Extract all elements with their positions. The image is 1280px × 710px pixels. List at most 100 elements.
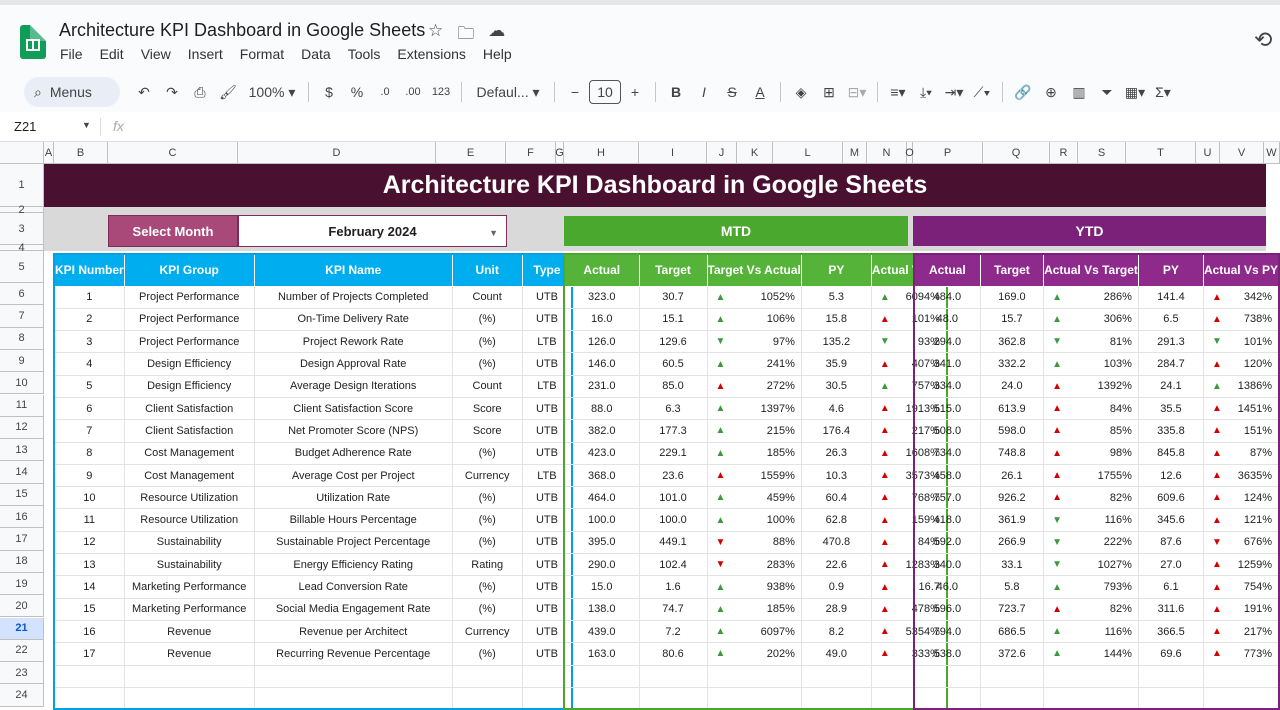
ytd-py-cell[interactable]: 311.6 [1137, 597, 1204, 621]
empty-cell[interactable] [451, 686, 523, 710]
kpi-number-cell[interactable]: 1 [53, 285, 125, 309]
ytd-target-cell[interactable]: 361.9 [979, 508, 1045, 532]
mtd-target-cell[interactable]: 177.3 [638, 419, 708, 443]
kpi-unit-cell[interactable]: Score [451, 419, 523, 443]
strikethrough-icon[interactable]: S [727, 84, 737, 100]
menu-data[interactable]: Data [301, 46, 331, 62]
kpi-type-cell[interactable]: UTB [521, 396, 573, 421]
column-header[interactable]: O [905, 142, 914, 164]
empty-cell[interactable] [451, 664, 523, 688]
mtd-target-cell[interactable]: 7.2 [638, 619, 708, 644]
kpi-unit-cell[interactable]: (%) [451, 330, 523, 354]
kpi-name-cell[interactable]: Net Promoter Score (NPS) [253, 419, 453, 443]
row-header[interactable]: 6 [0, 283, 44, 306]
ytd-actual-cell[interactable]: 48.0 [913, 307, 981, 332]
ytd-actual-cell[interactable]: 46.0 [913, 575, 981, 599]
row-header[interactable]: 8 [0, 327, 44, 350]
ytd-actual-vs-target-cell[interactable]: ▲ 85% [1043, 419, 1139, 443]
kpi-number-cell[interactable]: 9 [53, 463, 125, 488]
empty-cell[interactable] [123, 686, 255, 710]
ytd-py-cell[interactable]: 69.6 [1137, 642, 1204, 666]
ytd-actual-cell[interactable]: 484.0 [913, 285, 981, 309]
mtd-actual-cell[interactable]: 16.0 [563, 307, 640, 332]
bold-icon[interactable]: B [670, 84, 682, 100]
kpi-group-cell[interactable]: Design Efficiency [123, 374, 255, 398]
kpi-name-cell[interactable]: Average Design Iterations [253, 374, 453, 398]
kpi-name-cell[interactable]: Client Satisfaction Score [253, 396, 453, 421]
kpi-group-cell[interactable]: Sustainability [123, 553, 255, 577]
ytd-actual-vs-py-cell[interactable]: ▲ 1259% [1202, 553, 1280, 577]
row-header[interactable]: 7 [0, 305, 44, 328]
mtd-py-cell[interactable]: 5.3 [800, 285, 872, 309]
ytd-actual-vs-target-cell[interactable]: ▲ 144% [1043, 642, 1139, 666]
empty-cell[interactable] [1137, 686, 1204, 710]
ytd-target-cell[interactable]: 372.6 [979, 642, 1045, 666]
kpi-unit-cell[interactable]: Rating [451, 553, 523, 577]
kpi-group-cell[interactable]: Sustainability [123, 530, 255, 555]
mtd-actual-cell[interactable]: 439.0 [563, 619, 640, 644]
mtd-target-vs-actual-cell[interactable]: ▲ 1559% [706, 463, 802, 488]
kpi-number-cell[interactable]: 10 [53, 486, 125, 510]
redo-icon[interactable]: ↷ [166, 83, 178, 100]
kpi-name-cell[interactable]: Lead Conversion Rate [253, 575, 453, 599]
filter-views-icon[interactable]: ▦▾ [1124, 83, 1146, 100]
ytd-py-cell[interactable]: 27.0 [1137, 553, 1204, 577]
mtd-py-cell[interactable]: 26.3 [800, 441, 872, 465]
ytd-py-cell[interactable]: 87.6 [1137, 530, 1204, 555]
kpi-group-cell[interactable]: Client Satisfaction [123, 419, 255, 443]
ytd-target-cell[interactable]: 26.1 [979, 463, 1045, 488]
kpi-type-cell[interactable]: UTB [521, 352, 573, 376]
column-header[interactable]: V [1220, 142, 1264, 164]
ytd-actual-vs-py-cell[interactable]: ▲ 120% [1202, 352, 1280, 376]
mtd-actual-cell[interactable]: 464.0 [563, 486, 640, 510]
sheets-logo-icon[interactable] [20, 25, 46, 59]
kpi-number-cell[interactable]: 5 [53, 374, 125, 398]
empty-cell[interactable] [253, 664, 453, 688]
mtd-actual-cell[interactable]: 368.0 [563, 463, 640, 488]
kpi-type-cell[interactable]: UTB [521, 553, 573, 577]
kpi-unit-cell[interactable]: (%) [451, 307, 523, 332]
functions-icon[interactable]: Σ▾ [1155, 83, 1171, 100]
mtd-target-cell[interactable]: 101.0 [638, 486, 708, 510]
kpi-group-cell[interactable]: Project Performance [123, 330, 255, 354]
ytd-py-cell[interactable]: 366.5 [1137, 619, 1204, 644]
mtd-py-cell[interactable]: 22.6 [800, 553, 872, 577]
ytd-actual-cell[interactable]: 341.0 [913, 352, 981, 376]
mtd-actual-cell[interactable]: 395.0 [563, 530, 640, 555]
ytd-actual-vs-py-cell[interactable]: ▲ 1451% [1202, 396, 1280, 421]
mtd-target-vs-actual-cell[interactable]: ▲ 272% [706, 374, 802, 398]
row-header[interactable]: 18 [0, 550, 44, 573]
empty-cell[interactable] [706, 686, 802, 710]
column-header[interactable]: K [737, 142, 773, 164]
horizontal-align-icon[interactable]: ≡▾ [890, 83, 906, 100]
kpi-group-cell[interactable]: Revenue [123, 642, 255, 666]
kpi-number-cell[interactable]: 12 [53, 530, 125, 555]
row-header[interactable]: 3 [0, 213, 44, 245]
kpi-number-cell[interactable]: 8 [53, 441, 125, 465]
row-header[interactable]: 24 [0, 684, 44, 707]
mtd-actual-cell[interactable]: 146.0 [563, 352, 640, 376]
undo-icon[interactable]: ↶ [138, 83, 150, 100]
mtd-target-vs-actual-cell[interactable]: ▲ 215% [706, 419, 802, 443]
column-header[interactable]: W [1264, 142, 1280, 164]
empty-cell[interactable] [53, 664, 125, 688]
kpi-number-cell[interactable]: 11 [53, 508, 125, 532]
kpi-type-cell[interactable]: LTB [521, 463, 573, 488]
empty-cell[interactable] [123, 664, 255, 688]
menu-format[interactable]: Format [239, 46, 285, 62]
empty-cell[interactable] [53, 686, 125, 710]
currency-format-button[interactable]: $ [325, 84, 333, 100]
mtd-target-cell[interactable]: 100.0 [638, 508, 708, 532]
ytd-target-cell[interactable]: 723.7 [979, 597, 1045, 621]
mtd-py-cell[interactable]: 135.2 [800, 330, 872, 354]
version-history-icon[interactable]: ⟲ [1254, 27, 1273, 52]
kpi-type-cell[interactable]: UTB [521, 642, 573, 666]
empty-cell[interactable] [638, 686, 708, 710]
mtd-py-cell[interactable]: 15.8 [800, 307, 872, 332]
ytd-py-cell[interactable]: 35.5 [1137, 396, 1204, 421]
kpi-name-cell[interactable]: Number of Projects Completed [253, 285, 453, 309]
kpi-name-cell[interactable]: Utilization Rate [253, 486, 453, 510]
column-header[interactable]: I [639, 142, 707, 164]
kpi-number-cell[interactable]: 15 [53, 597, 125, 621]
kpi-type-cell[interactable]: UTB [521, 597, 573, 621]
